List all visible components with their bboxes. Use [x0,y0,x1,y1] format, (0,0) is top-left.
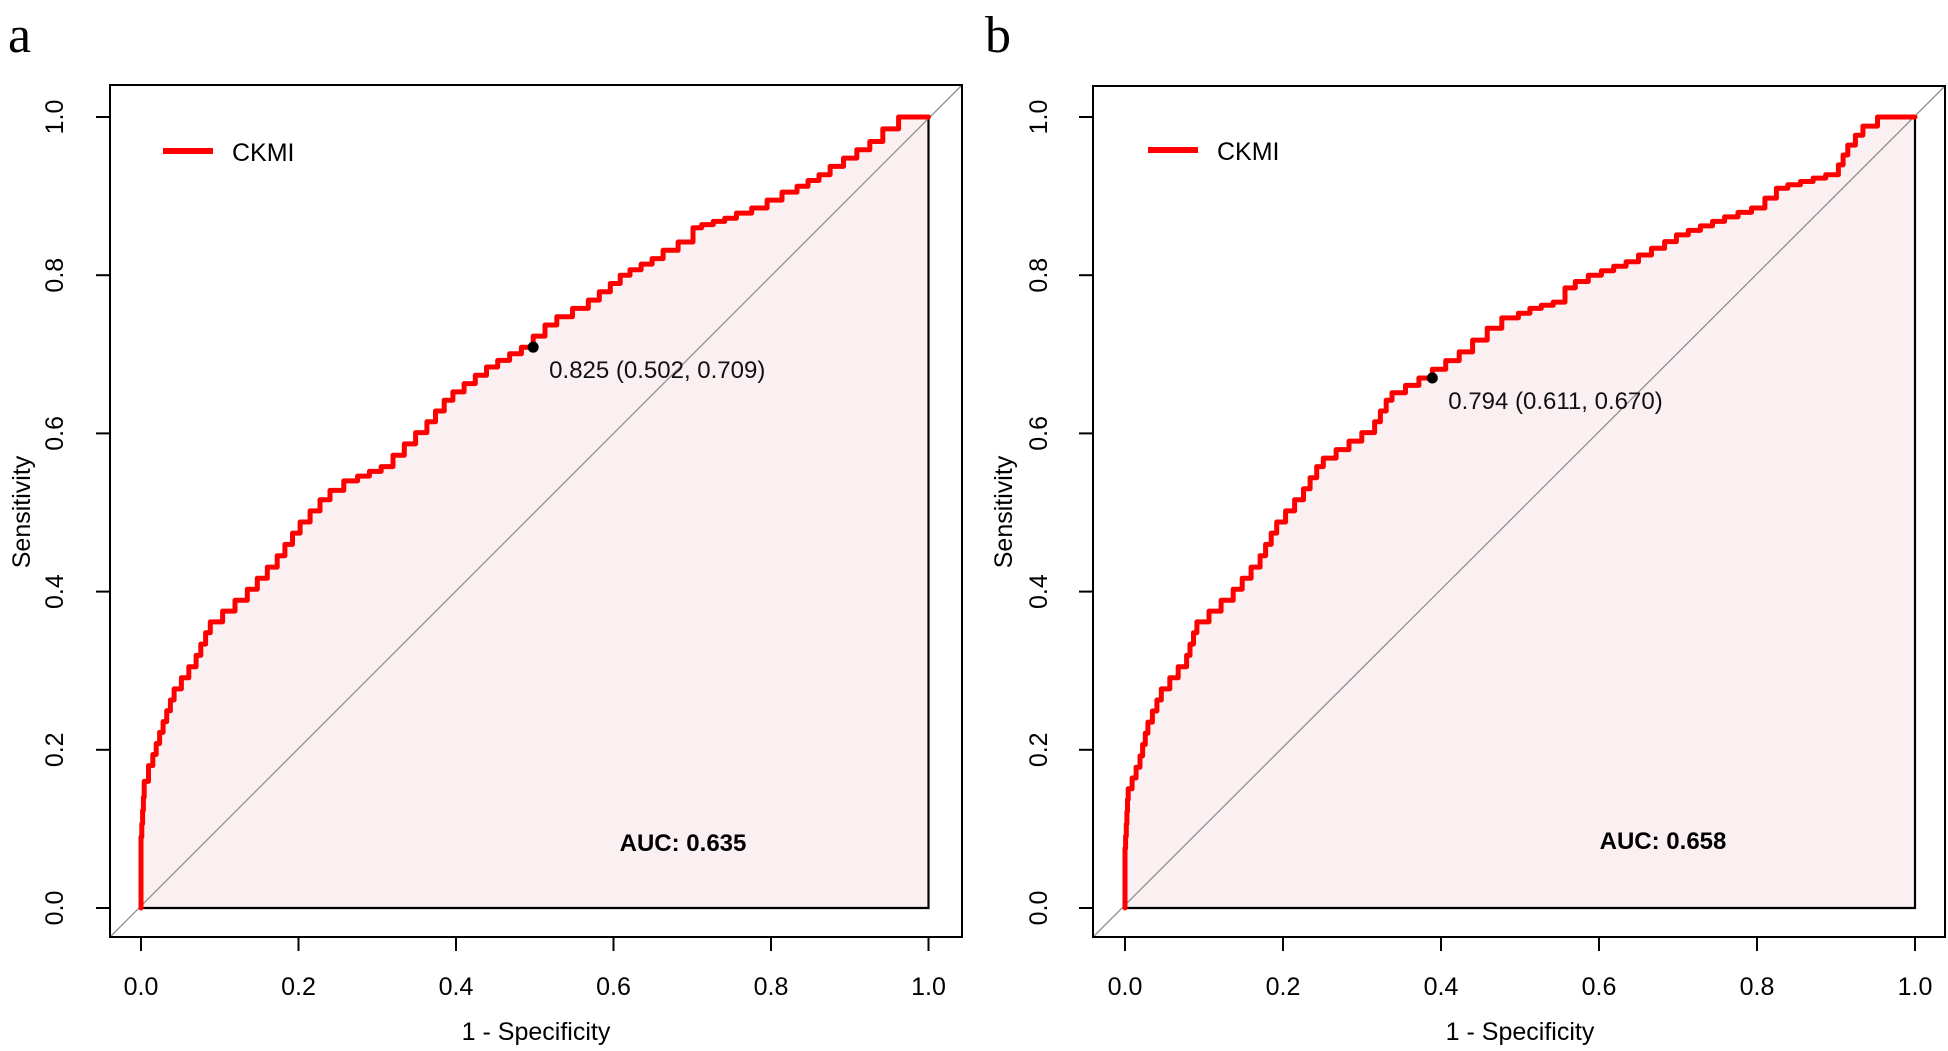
x-tick-label: 0.6 [1582,973,1617,1001]
x-tick-label: 0.0 [1108,973,1143,1001]
panel-a-auc-label: AUC: 0.635 [620,830,747,857]
panel-b-plot-box [1092,85,1946,938]
panel-a: a 0.0 0.2 0.4 0.6 0.8 1.0 0.00.20.40.60.81.0 … [8,7,963,1046]
panel-a-legend-label: CKMI [232,139,295,167]
panel-b-letter: b [985,7,1011,64]
panel-a-y-ticks: 0.0 0.2 0.4 0.6 0.8 1.0 [41,100,110,926]
y-tick-label: 0.0 [1025,891,1053,926]
panel-b-legend-label: CKMI [1217,138,1280,166]
y-tick-label: 0.4 [41,574,69,609]
panel-a-threshold-label: 0.825 (0.502, 0.709) [549,357,765,384]
y-tick-label: 1.0 [1025,100,1053,135]
panel-b-threshold-label: 0.794 (0.611, 0.670) [1448,388,1662,415]
panel-b-legend: CKMI [1148,138,1280,166]
panel-a-roc-curve [138,114,931,911]
panel-b-threshold-point [1426,372,1438,384]
x-tick-label: 0.6 [596,973,631,1001]
panel-a-letter: a [8,7,31,64]
panel-a-legend: CKMI [163,139,295,167]
y-tick-label: 0.8 [1025,258,1053,293]
panel-a-x-ticks: 0.0 0.2 0.4 0.6 0.8 1.0 [124,937,946,1001]
x-tick-label: 0.2 [281,973,316,1001]
y-tick-label: 0.2 [41,732,69,767]
panel-b-x-axis-title: 1 - Specificity [1446,1018,1595,1046]
panel-a-x-axis-title: 1 - Specificity [462,1018,611,1046]
x-tick-label: 0.8 [1740,973,1775,1001]
y-tick-label: 1.0 [41,100,69,135]
panel-b-x-ticks: 0.0 0.2 0.4 0.6 0.8 1.0 [1108,937,1933,1001]
panel-b-y-ticks: 0.0 0.2 0.4 0.6 0.8 1.0 [1025,100,1093,926]
panel-b-auc-area [1123,115,1917,910]
x-tick-label: 0.4 [439,973,474,1001]
panel-b-auc-label: AUC: 0.658 [1600,828,1727,855]
y-tick-label: 0.6 [1025,416,1053,451]
panel-a-y-axis-title: Sensitivity [8,455,36,568]
x-tick-label: 0.2 [1266,973,1301,1001]
x-tick-label: 1.0 [1898,973,1933,1001]
x-tick-label: 0.0 [124,973,159,1001]
panel-b: b 0.0 0.2 0.4 0.6 0.8 1.0 0.00.20.40.60.81.0 … [985,7,1946,1046]
y-tick-label: 0.4 [1025,574,1053,609]
panel-a-threshold-point [527,341,539,353]
panel-b-diagonal-reference-line [1092,85,1946,938]
panel-a-plot-box [109,84,963,938]
panel-a-diagonal-reference-line [109,84,963,938]
x-tick-label: 0.8 [754,973,789,1001]
y-tick-label: 0.8 [41,258,69,293]
panel-b-roc-curve [1122,114,1918,911]
y-tick-label: 0.0 [41,891,69,926]
panel-b-y-axis-title: Sensitivity [990,455,1018,568]
y-tick-label: 0.6 [41,416,69,451]
y-tick-label: 0.2 [1025,732,1053,767]
x-tick-label: 0.4 [1424,973,1459,1001]
x-tick-label: 1.0 [911,973,946,1001]
